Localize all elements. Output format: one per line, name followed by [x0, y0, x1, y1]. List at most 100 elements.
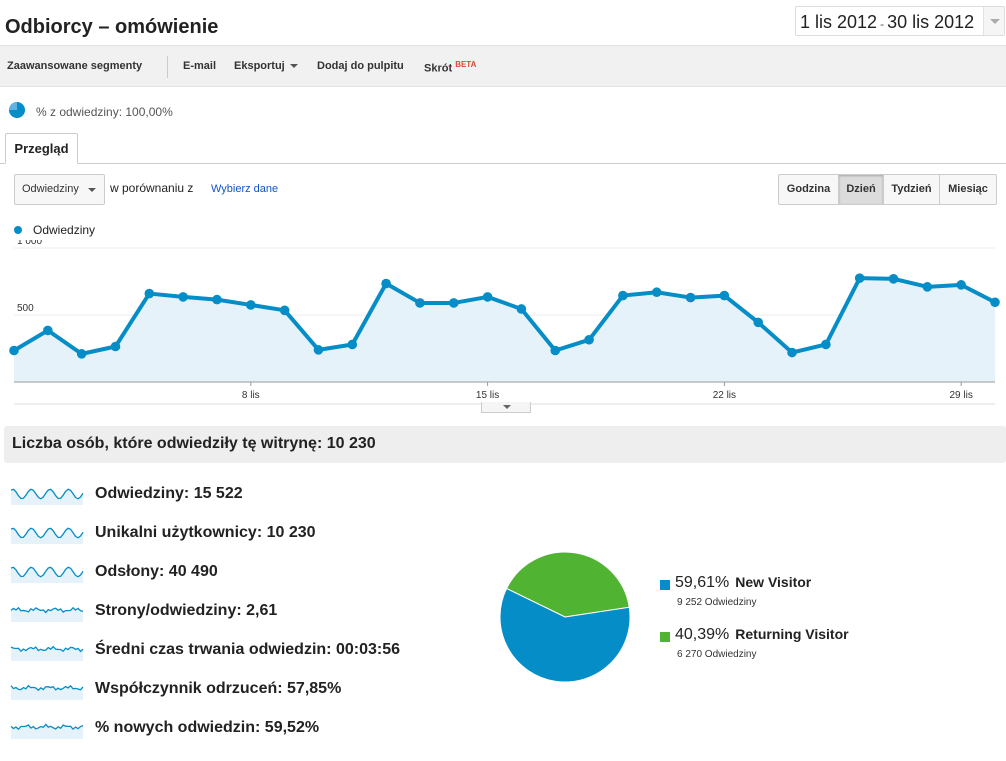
- data-point[interactable]: [787, 347, 797, 358]
- advanced-segments-button[interactable]: Zaawansowane segmenty: [7, 60, 143, 72]
- sparkline[interactable]: [10, 521, 84, 545]
- series-line: [12, 276, 996, 356]
- pie-slice[interactable]: [499, 587, 631, 683]
- data-point[interactable]: [516, 304, 527, 314]
- metric-select-value: Odwiedziny: [22, 183, 79, 195]
- returning-visitor-count: 6 270 Odwiedziny: [677, 649, 757, 660]
- metric-label: Odsłony: 40 490: [95, 563, 218, 581]
- metric-value: 59,52%: [264, 719, 320, 736]
- segment-pie-icon: [9, 102, 25, 118]
- metric-value: 57,85%: [287, 680, 342, 697]
- data-point[interactable]: [212, 294, 222, 305]
- metric-name: Średni czas trwania odwiedzin:: [95, 641, 332, 658]
- data-point[interactable]: [313, 345, 324, 355]
- visits-chart[interactable]: 1 000 500 8 lis 15 lis 22 lis 29 lis: [0, 240, 1006, 405]
- export-button[interactable]: Eksportuj: [234, 60, 298, 72]
- x-tick-label: 15 lis: [476, 390, 499, 401]
- date-start: 1 lis 2012: [800, 12, 878, 32]
- metric-select[interactable]: Odwiedziny: [14, 174, 105, 205]
- metric-name: Współczynnik odrzuceń:: [95, 680, 283, 697]
- date-range-picker[interactable]: 1 lis 2012-30 lis 2012: [795, 6, 1005, 36]
- data-point[interactable]: [110, 341, 121, 352]
- metric-value: 2,61: [246, 602, 278, 619]
- series-area: [14, 278, 995, 382]
- tab-divider: [0, 163, 1006, 164]
- data-point[interactable]: [76, 349, 87, 359]
- caret-down-icon: [289, 64, 298, 69]
- data-point[interactable]: [347, 339, 358, 350]
- granularity-day-button[interactable]: Dzień: [839, 175, 884, 204]
- metric-name: Odsłony:: [95, 563, 165, 580]
- people-summary-title: Liczba osób, które odwiedziły tę witrynę…: [4, 426, 1006, 463]
- data-point[interactable]: [9, 345, 19, 356]
- toolbar-divider: [167, 56, 168, 78]
- y-tick-label: 500: [17, 303, 34, 314]
- sparkline[interactable]: [10, 638, 84, 662]
- granularity-month-button[interactable]: Miesiąc: [948, 183, 988, 195]
- metric-label: Strony/odwiedziny: 2,61: [95, 602, 277, 620]
- data-point[interactable]: [279, 305, 290, 316]
- data-point[interactable]: [618, 290, 628, 301]
- metric-value: 15 522: [193, 485, 243, 502]
- data-point[interactable]: [178, 292, 188, 302]
- sparkline[interactable]: [10, 716, 84, 740]
- data-point[interactable]: [922, 282, 933, 292]
- data-point[interactable]: [685, 292, 696, 303]
- date-separator: -: [880, 17, 885, 31]
- returning-visitor-pct: 40,39%: [675, 626, 730, 643]
- chevron-down-icon: [88, 188, 96, 192]
- data-point[interactable]: [381, 278, 391, 289]
- data-point[interactable]: [584, 334, 594, 345]
- pie-slice[interactable]: [505, 551, 630, 618]
- metric-name: Unikalni użytkownicy:: [95, 524, 263, 541]
- metric-label: Odwiedziny: 15 522: [95, 485, 243, 503]
- granularity-hour-button[interactable]: Godzina: [779, 175, 839, 204]
- beta-badge: BETA: [455, 60, 477, 69]
- compare-label: w porównaniu z: [110, 181, 194, 195]
- data-point[interactable]: [753, 317, 764, 328]
- sparkline[interactable]: [10, 599, 84, 623]
- granularity-week-button[interactable]: Tydzień: [884, 175, 940, 204]
- metric-name: Odwiedziny:: [95, 485, 190, 502]
- data-point[interactable]: [482, 292, 493, 302]
- metric-value: 40 490: [168, 563, 218, 580]
- data-point[interactable]: [854, 273, 865, 283]
- sparkline[interactable]: [10, 677, 84, 701]
- add-to-dashboard-button[interactable]: Dodaj do pulpitu: [317, 60, 404, 72]
- data-point[interactable]: [956, 280, 966, 290]
- sparkline[interactable]: [10, 560, 84, 584]
- data-point[interactable]: [990, 297, 1000, 308]
- date-dropdown-button[interactable]: [983, 7, 1004, 35]
- data-point[interactable]: [43, 325, 53, 336]
- visitor-type-pie[interactable]: [498, 550, 632, 684]
- chart-collapse-handle[interactable]: [481, 402, 531, 413]
- data-point[interactable]: [245, 300, 256, 310]
- export-label: Eksportuj: [234, 60, 285, 72]
- shortcut-button[interactable]: Skrót BETA: [424, 60, 476, 75]
- new-visitor-name: New Visitor: [735, 574, 812, 590]
- data-point[interactable]: [651, 287, 662, 298]
- date-end: 30 lis 2012: [887, 12, 975, 32]
- data-point[interactable]: [448, 298, 459, 308]
- data-point[interactable]: [888, 274, 899, 284]
- email-button[interactable]: E-mail: [183, 60, 217, 72]
- choose-data-link[interactable]: Wybierz dane: [211, 183, 279, 195]
- tab-overview[interactable]: Przegląd: [5, 133, 78, 164]
- y-tick-label: 1 000: [17, 240, 42, 247]
- toolbar: Zaawansowane segmenty E-mail Eksportuj D…: [0, 45, 1006, 87]
- data-point[interactable]: [144, 288, 155, 299]
- metric-name: % nowych odwiedzin:: [95, 719, 261, 736]
- data-point[interactable]: [415, 298, 425, 308]
- metric-label: Unikalni użytkownicy: 10 230: [95, 524, 316, 542]
- data-point[interactable]: [550, 345, 561, 356]
- legend-swatch-new: [660, 580, 670, 590]
- x-tick-label: 22 lis: [713, 390, 736, 401]
- legend-label: Odwiedziny: [33, 223, 96, 237]
- segment-label: % z odwiedziny: 100,00%: [36, 105, 173, 119]
- data-point[interactable]: [821, 339, 831, 350]
- legend-swatch-returning: [660, 632, 670, 642]
- metric-label: % nowych odwiedzin: 59,52%: [95, 719, 319, 737]
- data-point[interactable]: [719, 290, 730, 301]
- sparkline[interactable]: [10, 482, 84, 506]
- returning-visitor-name: Returning Visitor: [735, 626, 849, 642]
